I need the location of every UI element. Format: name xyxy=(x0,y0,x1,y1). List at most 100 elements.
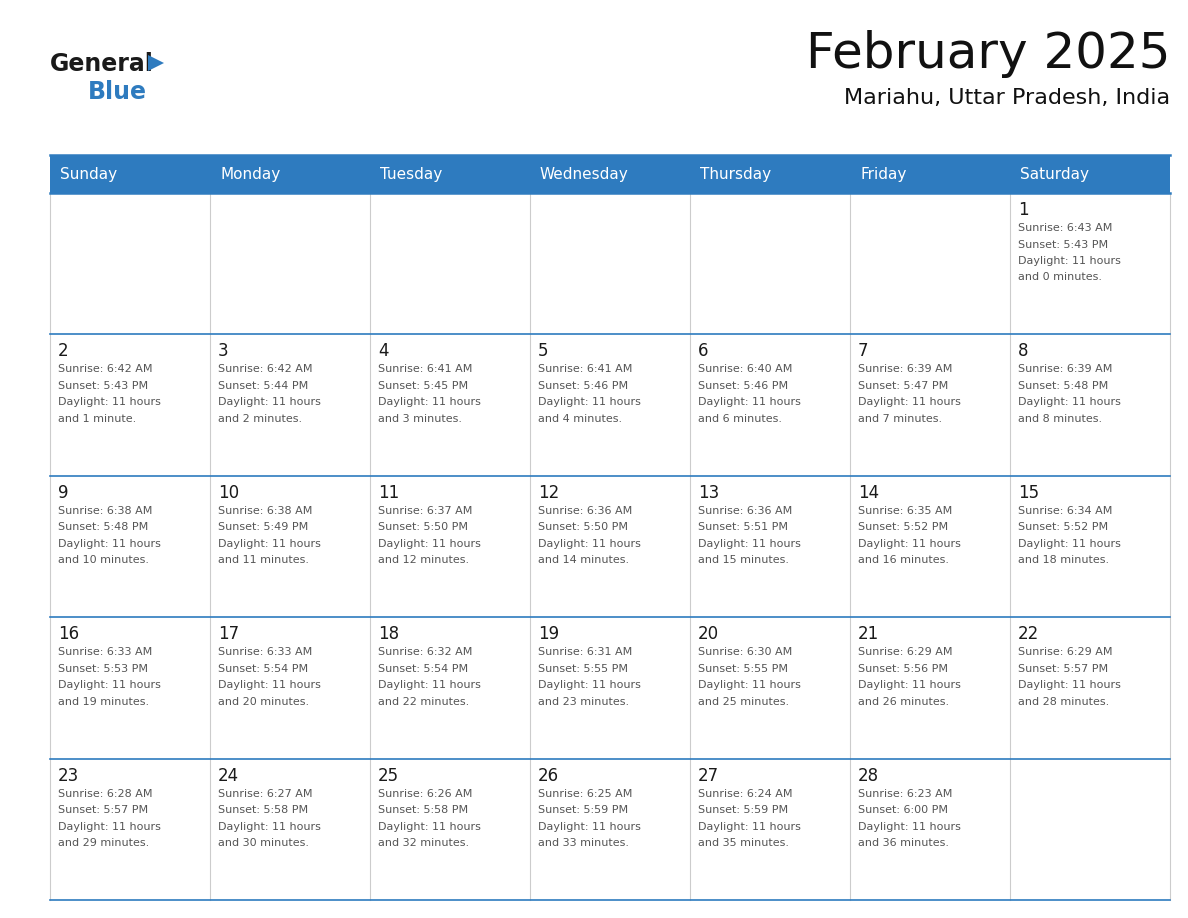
Text: February 2025: February 2025 xyxy=(805,30,1170,78)
Text: Sunrise: 6:27 AM: Sunrise: 6:27 AM xyxy=(219,789,312,799)
Bar xyxy=(50,758,1170,900)
Text: Daylight: 11 hours: Daylight: 11 hours xyxy=(699,397,801,408)
Text: Sunrise: 6:43 AM: Sunrise: 6:43 AM xyxy=(1018,223,1112,233)
Text: 2: 2 xyxy=(58,342,69,361)
Text: and 28 minutes.: and 28 minutes. xyxy=(1018,697,1110,707)
Text: Daylight: 11 hours: Daylight: 11 hours xyxy=(1018,680,1120,690)
Text: Daylight: 11 hours: Daylight: 11 hours xyxy=(858,397,961,408)
Text: 11: 11 xyxy=(378,484,399,502)
Text: 7: 7 xyxy=(858,342,868,361)
Text: Tuesday: Tuesday xyxy=(380,166,442,182)
Text: Sunrise: 6:36 AM: Sunrise: 6:36 AM xyxy=(538,506,632,516)
Text: Daylight: 11 hours: Daylight: 11 hours xyxy=(58,539,160,549)
Text: Thursday: Thursday xyxy=(700,166,771,182)
Text: Sunrise: 6:39 AM: Sunrise: 6:39 AM xyxy=(1018,364,1112,375)
Text: and 30 minutes.: and 30 minutes. xyxy=(219,838,309,848)
Text: and 29 minutes.: and 29 minutes. xyxy=(58,838,150,848)
Text: 28: 28 xyxy=(858,767,879,785)
Text: Sunrise: 6:42 AM: Sunrise: 6:42 AM xyxy=(219,364,312,375)
Text: and 23 minutes.: and 23 minutes. xyxy=(538,697,630,707)
Bar xyxy=(50,155,1170,193)
Text: Sunrise: 6:37 AM: Sunrise: 6:37 AM xyxy=(378,506,473,516)
Text: 23: 23 xyxy=(58,767,80,785)
Text: and 14 minutes.: and 14 minutes. xyxy=(538,555,630,565)
Text: and 10 minutes.: and 10 minutes. xyxy=(58,555,148,565)
Text: 6: 6 xyxy=(699,342,708,361)
Text: Sunrise: 6:38 AM: Sunrise: 6:38 AM xyxy=(58,506,152,516)
Text: Daylight: 11 hours: Daylight: 11 hours xyxy=(538,397,640,408)
Text: and 6 minutes.: and 6 minutes. xyxy=(699,414,782,424)
Text: 14: 14 xyxy=(858,484,879,502)
Text: and 35 minutes.: and 35 minutes. xyxy=(699,838,789,848)
Bar xyxy=(50,193,1170,334)
Text: Sunrise: 6:41 AM: Sunrise: 6:41 AM xyxy=(378,364,473,375)
Text: Daylight: 11 hours: Daylight: 11 hours xyxy=(378,680,481,690)
Text: Sunrise: 6:23 AM: Sunrise: 6:23 AM xyxy=(858,789,953,799)
Text: 16: 16 xyxy=(58,625,80,644)
Text: Sunset: 5:43 PM: Sunset: 5:43 PM xyxy=(1018,240,1108,250)
Text: Daylight: 11 hours: Daylight: 11 hours xyxy=(858,680,961,690)
Text: Sunday: Sunday xyxy=(61,166,118,182)
Text: Friday: Friday xyxy=(860,166,906,182)
Text: Sunrise: 6:35 AM: Sunrise: 6:35 AM xyxy=(858,506,953,516)
Text: Sunrise: 6:36 AM: Sunrise: 6:36 AM xyxy=(699,506,792,516)
Text: Sunrise: 6:33 AM: Sunrise: 6:33 AM xyxy=(219,647,312,657)
Text: Daylight: 11 hours: Daylight: 11 hours xyxy=(378,822,481,832)
Text: Monday: Monday xyxy=(220,166,280,182)
Text: and 2 minutes.: and 2 minutes. xyxy=(219,414,302,424)
Text: Sunrise: 6:41 AM: Sunrise: 6:41 AM xyxy=(538,364,632,375)
Text: Sunset: 5:59 PM: Sunset: 5:59 PM xyxy=(699,805,788,815)
Text: and 16 minutes.: and 16 minutes. xyxy=(858,555,949,565)
Text: Daylight: 11 hours: Daylight: 11 hours xyxy=(858,822,961,832)
Text: Sunset: 5:58 PM: Sunset: 5:58 PM xyxy=(378,805,468,815)
Text: Sunrise: 6:38 AM: Sunrise: 6:38 AM xyxy=(219,506,312,516)
Text: Sunset: 5:48 PM: Sunset: 5:48 PM xyxy=(1018,381,1108,391)
Text: Sunrise: 6:40 AM: Sunrise: 6:40 AM xyxy=(699,364,792,375)
Text: Sunset: 5:54 PM: Sunset: 5:54 PM xyxy=(378,664,468,674)
Text: 19: 19 xyxy=(538,625,560,644)
Text: Daylight: 11 hours: Daylight: 11 hours xyxy=(858,539,961,549)
Text: Sunrise: 6:24 AM: Sunrise: 6:24 AM xyxy=(699,789,792,799)
Text: Sunrise: 6:34 AM: Sunrise: 6:34 AM xyxy=(1018,506,1112,516)
Text: 20: 20 xyxy=(699,625,719,644)
Text: Sunset: 5:43 PM: Sunset: 5:43 PM xyxy=(58,381,148,391)
Text: Sunrise: 6:32 AM: Sunrise: 6:32 AM xyxy=(378,647,473,657)
Text: 25: 25 xyxy=(378,767,399,785)
Text: Sunrise: 6:30 AM: Sunrise: 6:30 AM xyxy=(699,647,792,657)
Text: Sunset: 5:50 PM: Sunset: 5:50 PM xyxy=(378,522,468,532)
Text: 1: 1 xyxy=(1018,201,1029,219)
Text: Sunset: 5:45 PM: Sunset: 5:45 PM xyxy=(378,381,468,391)
Text: 17: 17 xyxy=(219,625,239,644)
Text: Sunrise: 6:31 AM: Sunrise: 6:31 AM xyxy=(538,647,632,657)
Text: 27: 27 xyxy=(699,767,719,785)
Text: 9: 9 xyxy=(58,484,69,502)
Text: 24: 24 xyxy=(219,767,239,785)
Text: and 8 minutes.: and 8 minutes. xyxy=(1018,414,1102,424)
Text: Blue: Blue xyxy=(88,80,147,104)
Text: 18: 18 xyxy=(378,625,399,644)
Text: and 32 minutes.: and 32 minutes. xyxy=(378,838,469,848)
Text: 5: 5 xyxy=(538,342,549,361)
Text: Daylight: 11 hours: Daylight: 11 hours xyxy=(219,822,321,832)
Text: Sunset: 5:46 PM: Sunset: 5:46 PM xyxy=(538,381,628,391)
Text: 8: 8 xyxy=(1018,342,1029,361)
Text: Daylight: 11 hours: Daylight: 11 hours xyxy=(378,397,481,408)
Text: Sunrise: 6:28 AM: Sunrise: 6:28 AM xyxy=(58,789,152,799)
Text: and 19 minutes.: and 19 minutes. xyxy=(58,697,150,707)
Text: Sunset: 5:57 PM: Sunset: 5:57 PM xyxy=(58,805,148,815)
Text: Sunset: 5:49 PM: Sunset: 5:49 PM xyxy=(219,522,308,532)
Text: Daylight: 11 hours: Daylight: 11 hours xyxy=(1018,256,1120,266)
Text: Sunrise: 6:26 AM: Sunrise: 6:26 AM xyxy=(378,789,473,799)
Text: Sunset: 5:44 PM: Sunset: 5:44 PM xyxy=(219,381,308,391)
Text: Saturday: Saturday xyxy=(1020,166,1089,182)
Bar xyxy=(50,476,1170,617)
Text: Sunset: 5:46 PM: Sunset: 5:46 PM xyxy=(699,381,788,391)
Text: Sunset: 5:47 PM: Sunset: 5:47 PM xyxy=(858,381,948,391)
Text: Sunset: 5:48 PM: Sunset: 5:48 PM xyxy=(58,522,148,532)
Text: Sunset: 5:52 PM: Sunset: 5:52 PM xyxy=(1018,522,1108,532)
Text: Daylight: 11 hours: Daylight: 11 hours xyxy=(699,539,801,549)
Text: 15: 15 xyxy=(1018,484,1040,502)
Text: and 26 minutes.: and 26 minutes. xyxy=(858,697,949,707)
Text: Sunset: 5:52 PM: Sunset: 5:52 PM xyxy=(858,522,948,532)
Text: and 18 minutes.: and 18 minutes. xyxy=(1018,555,1110,565)
